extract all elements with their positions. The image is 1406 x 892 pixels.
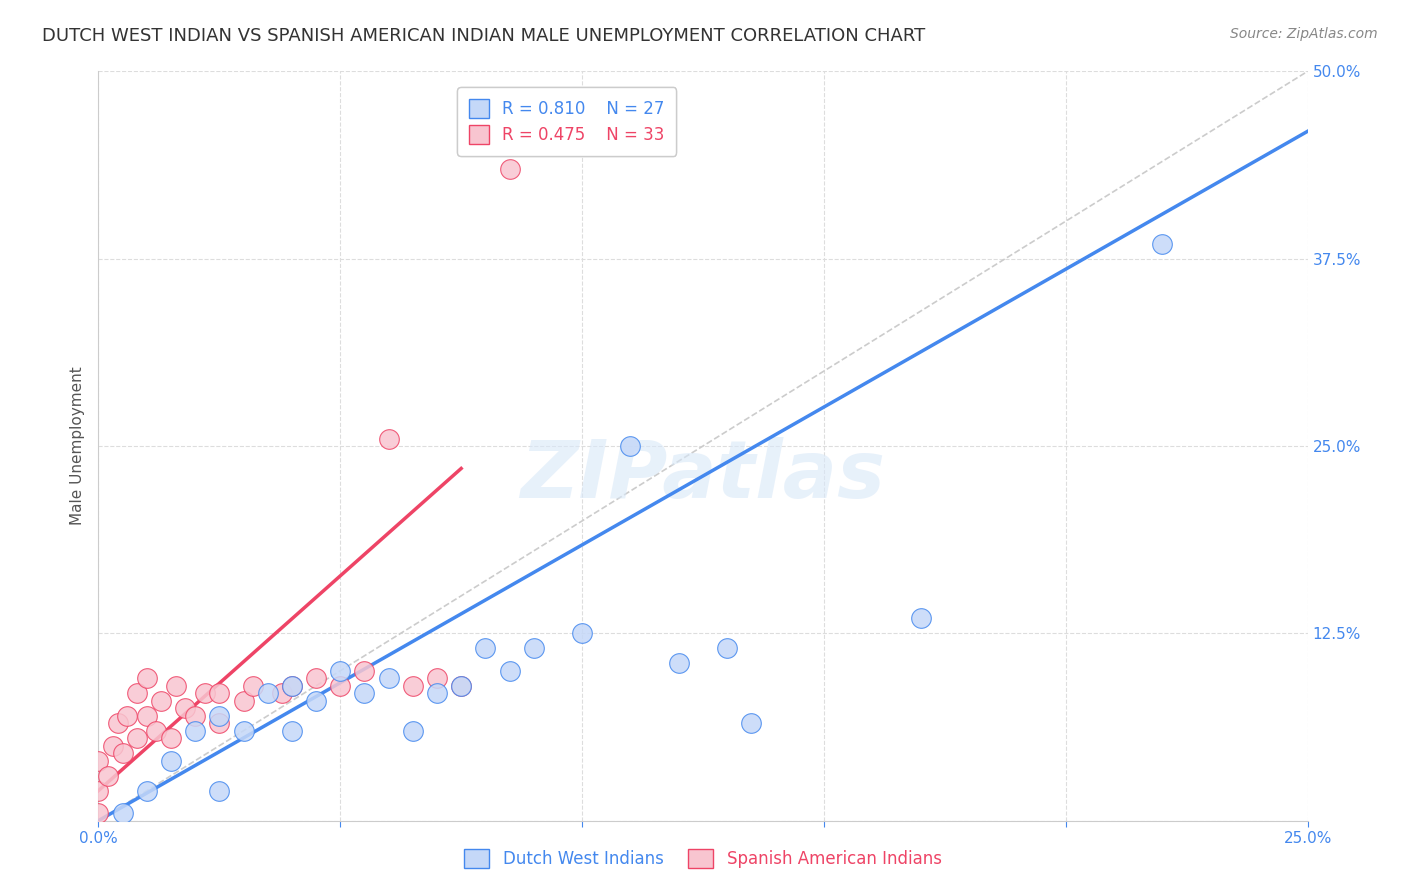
Point — [208, 708, 231, 723]
Legend: Dutch West Indians, Spanish American Indians: Dutch West Indians, Spanish American Ind… — [457, 842, 949, 875]
Point — [97, 769, 120, 783]
Point — [127, 686, 149, 700]
Point — [740, 716, 762, 731]
Point — [145, 723, 167, 738]
Point — [498, 664, 520, 678]
Point — [329, 664, 352, 678]
Point — [619, 439, 641, 453]
Point — [305, 671, 328, 685]
Point — [135, 671, 157, 685]
Point — [135, 783, 157, 797]
Point — [474, 641, 496, 656]
Point — [165, 679, 187, 693]
Point — [184, 723, 207, 738]
Point — [87, 806, 110, 821]
Point — [194, 686, 217, 700]
Point — [242, 679, 264, 693]
Point — [353, 686, 375, 700]
Point — [571, 626, 593, 640]
Point — [101, 739, 124, 753]
Point — [174, 701, 197, 715]
Point — [208, 716, 231, 731]
Point — [87, 754, 110, 768]
Y-axis label: Male Unemployment: Male Unemployment — [69, 367, 84, 525]
Point — [353, 664, 375, 678]
Point — [377, 671, 399, 685]
Point — [117, 708, 139, 723]
Point — [111, 746, 134, 760]
Point — [426, 686, 449, 700]
Point — [208, 686, 231, 700]
Point — [127, 731, 149, 746]
Point — [271, 686, 294, 700]
Point — [426, 671, 449, 685]
Text: DUTCH WEST INDIAN VS SPANISH AMERICAN INDIAN MALE UNEMPLOYMENT CORRELATION CHART: DUTCH WEST INDIAN VS SPANISH AMERICAN IN… — [42, 27, 925, 45]
Point — [402, 679, 425, 693]
Point — [107, 716, 129, 731]
Point — [910, 611, 932, 625]
Point — [111, 806, 134, 821]
Point — [281, 679, 304, 693]
Point — [668, 657, 690, 671]
Point — [402, 723, 425, 738]
Point — [281, 679, 304, 693]
Point — [208, 783, 231, 797]
Point — [281, 723, 304, 738]
Point — [716, 641, 738, 656]
Point — [1152, 236, 1174, 251]
Point — [232, 723, 254, 738]
Point — [377, 432, 399, 446]
Point — [450, 679, 472, 693]
Point — [160, 754, 183, 768]
Point — [150, 694, 173, 708]
Point — [135, 708, 157, 723]
Point — [329, 679, 352, 693]
Point — [305, 694, 328, 708]
Point — [523, 641, 546, 656]
Legend: R = 0.810    N = 27, R = 0.475    N = 33: R = 0.810 N = 27, R = 0.475 N = 33 — [457, 87, 676, 156]
Point — [184, 708, 207, 723]
Point — [160, 731, 183, 746]
Point — [87, 783, 110, 797]
Text: Source: ZipAtlas.com: Source: ZipAtlas.com — [1230, 27, 1378, 41]
Point — [498, 161, 520, 176]
Point — [232, 694, 254, 708]
Point — [450, 679, 472, 693]
Point — [256, 686, 278, 700]
Text: ZIPatlas: ZIPatlas — [520, 437, 886, 515]
